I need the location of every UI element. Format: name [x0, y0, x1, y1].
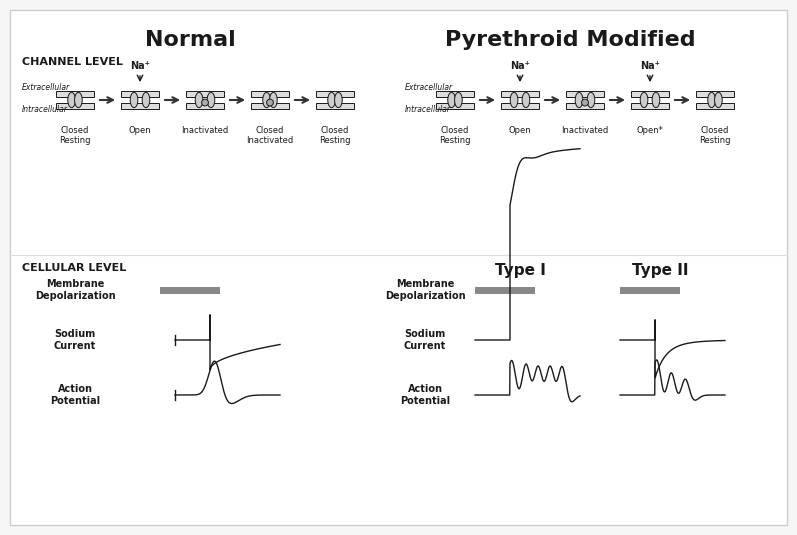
Ellipse shape — [510, 93, 518, 108]
Text: Membrane
Depolarization: Membrane Depolarization — [385, 279, 465, 301]
Ellipse shape — [130, 93, 138, 108]
Ellipse shape — [75, 93, 82, 108]
Text: Closed
Resting: Closed Resting — [59, 126, 91, 146]
Bar — [251, 103, 289, 109]
Text: Type I: Type I — [495, 263, 545, 278]
Text: Normal: Normal — [144, 30, 235, 50]
Bar — [501, 90, 539, 97]
Text: Na⁺: Na⁺ — [640, 61, 660, 71]
Ellipse shape — [448, 93, 455, 108]
Text: CELLULAR LEVEL: CELLULAR LEVEL — [22, 263, 126, 273]
Text: Pyrethroid Modified: Pyrethroid Modified — [445, 30, 695, 50]
Text: Closed
Inactivated: Closed Inactivated — [246, 126, 293, 146]
Bar — [160, 287, 220, 294]
Bar — [567, 103, 603, 109]
Ellipse shape — [652, 93, 660, 108]
Ellipse shape — [142, 93, 150, 108]
Text: Action
Potential: Action Potential — [50, 384, 100, 406]
Ellipse shape — [68, 93, 76, 108]
Ellipse shape — [708, 93, 716, 108]
Text: Extracellular: Extracellular — [22, 83, 70, 93]
Ellipse shape — [207, 93, 214, 108]
Bar — [436, 90, 473, 97]
Text: Intracellular: Intracellular — [22, 105, 68, 114]
Text: Open: Open — [508, 126, 532, 135]
Bar — [567, 90, 603, 97]
Bar — [631, 90, 669, 97]
Text: Extracellular: Extracellular — [405, 83, 453, 93]
Ellipse shape — [587, 93, 595, 108]
Bar — [251, 90, 289, 97]
Bar — [57, 90, 94, 97]
Bar — [57, 103, 94, 109]
Bar — [186, 103, 224, 109]
Text: Sodium
Current: Sodium Current — [54, 329, 96, 351]
Ellipse shape — [269, 93, 277, 108]
Bar — [121, 103, 159, 109]
Ellipse shape — [454, 93, 462, 108]
Ellipse shape — [715, 93, 722, 108]
Bar — [697, 90, 734, 97]
Ellipse shape — [202, 99, 208, 106]
Bar — [186, 90, 224, 97]
Ellipse shape — [335, 93, 342, 108]
Text: Inactivated: Inactivated — [182, 126, 229, 135]
Bar — [501, 103, 539, 109]
Text: Membrane
Depolarization: Membrane Depolarization — [35, 279, 116, 301]
Bar — [620, 287, 680, 294]
Text: CHANNEL LEVEL: CHANNEL LEVEL — [22, 57, 123, 67]
Ellipse shape — [195, 93, 203, 108]
Ellipse shape — [575, 93, 583, 108]
Ellipse shape — [263, 93, 270, 108]
Text: Na⁺: Na⁺ — [130, 61, 150, 71]
Text: Type II: Type II — [632, 263, 689, 278]
Ellipse shape — [522, 93, 530, 108]
Text: Closed
Resting: Closed Resting — [699, 126, 731, 146]
Text: Closed
Resting: Closed Resting — [439, 126, 471, 146]
Text: Na⁺: Na⁺ — [510, 61, 530, 71]
Bar — [316, 103, 354, 109]
Bar — [316, 90, 354, 97]
Bar — [436, 103, 473, 109]
Bar — [697, 103, 734, 109]
Text: Open: Open — [128, 126, 151, 135]
Bar — [631, 103, 669, 109]
Text: Action
Potential: Action Potential — [400, 384, 450, 406]
Text: Closed
Resting: Closed Resting — [320, 126, 351, 146]
Ellipse shape — [328, 93, 336, 108]
Bar — [475, 287, 535, 294]
Text: Open*: Open* — [637, 126, 663, 135]
Text: Intracellular: Intracellular — [405, 105, 451, 114]
Text: Inactivated: Inactivated — [561, 126, 609, 135]
Text: Sodium
Current: Sodium Current — [404, 329, 446, 351]
Ellipse shape — [582, 99, 588, 106]
Ellipse shape — [267, 99, 273, 106]
Ellipse shape — [640, 93, 648, 108]
Bar — [121, 90, 159, 97]
